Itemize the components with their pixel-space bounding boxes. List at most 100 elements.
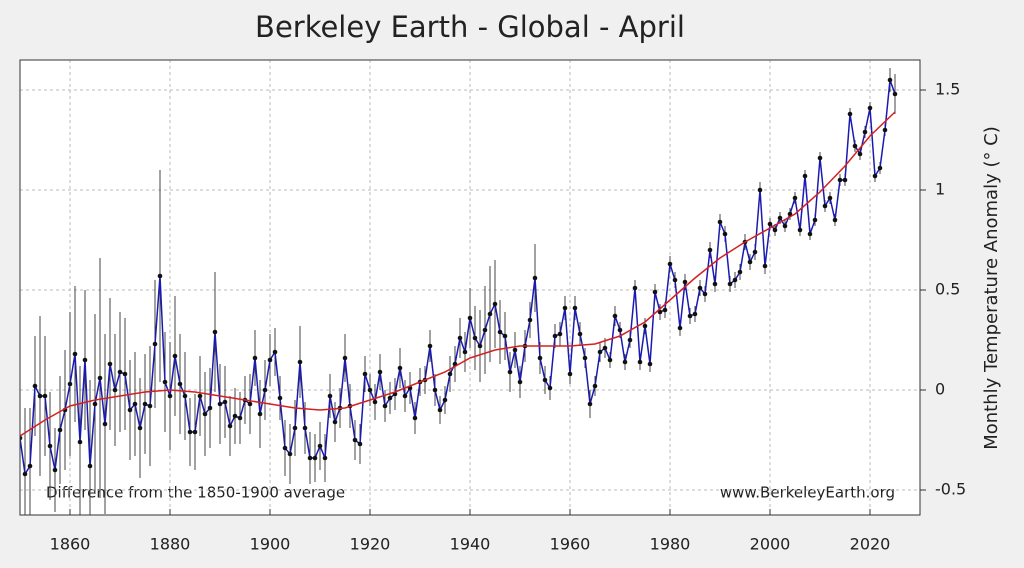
data-point — [147, 403, 153, 409]
data-point — [72, 351, 78, 357]
data-point — [652, 289, 658, 295]
data-point — [457, 335, 463, 341]
data-point — [367, 387, 373, 393]
data-point — [702, 291, 708, 297]
data-point — [342, 355, 348, 361]
data-point — [442, 397, 448, 403]
data-point — [47, 443, 53, 449]
data-point — [167, 393, 173, 399]
data-point — [632, 285, 638, 291]
data-point — [657, 309, 663, 315]
data-point — [352, 437, 358, 443]
data-point — [207, 405, 213, 411]
data-point — [697, 285, 703, 291]
data-point — [717, 219, 723, 225]
x-tick-label: 2020 — [850, 535, 891, 554]
data-point — [602, 345, 608, 351]
data-point — [357, 441, 363, 447]
data-point — [607, 357, 613, 363]
data-point — [37, 393, 43, 399]
data-point — [212, 329, 218, 335]
x-tick-label: 2000 — [750, 535, 791, 554]
data-point — [792, 195, 798, 201]
y-axis-label: Monthly Temperature Anomaly (° C) — [981, 126, 1002, 450]
plot — [20, 68, 898, 515]
annotation: Difference from the 1850-1900 average — [46, 484, 345, 502]
data-point — [82, 357, 88, 363]
data-point — [677, 325, 683, 331]
data-point — [837, 177, 843, 183]
data-point — [142, 401, 148, 407]
data-point — [712, 281, 718, 287]
y-tick-label: 0 — [935, 380, 945, 399]
data-point — [267, 357, 273, 363]
data-point — [412, 415, 418, 421]
data-point — [32, 383, 38, 389]
data-point — [577, 331, 583, 337]
data-point — [237, 415, 243, 421]
data-point — [377, 369, 383, 375]
data-point — [472, 335, 478, 341]
data-point — [682, 279, 688, 285]
data-point — [52, 467, 58, 473]
data-point — [597, 349, 603, 355]
data-point — [182, 393, 188, 399]
data-point — [162, 379, 168, 385]
data-point — [622, 359, 628, 365]
data-point — [842, 177, 848, 183]
data-point — [152, 341, 158, 347]
data-point — [312, 455, 318, 461]
data-point — [487, 311, 493, 317]
data-point — [847, 111, 853, 117]
data-point — [217, 401, 223, 407]
data-point — [102, 421, 108, 427]
data-point — [512, 347, 518, 353]
data-point — [782, 223, 788, 229]
data-point — [507, 369, 513, 375]
data-point — [817, 155, 823, 161]
data-point — [362, 371, 368, 377]
data-point — [42, 393, 48, 399]
data-point — [867, 105, 873, 111]
data-point — [232, 413, 238, 419]
data-point — [172, 353, 178, 359]
data-point — [112, 387, 118, 393]
data-point — [552, 333, 558, 339]
y-tick-label: -0.5 — [935, 480, 966, 499]
data-point — [767, 221, 773, 227]
data-point — [627, 337, 633, 343]
data-point — [887, 77, 893, 83]
data-point — [822, 203, 828, 209]
data-point — [57, 427, 63, 433]
x-tick-label: 1940 — [450, 535, 491, 554]
data-point — [812, 217, 818, 223]
data-point — [687, 313, 693, 319]
data-point — [202, 411, 208, 417]
data-point — [132, 401, 138, 407]
data-point — [252, 355, 258, 361]
data-point — [637, 359, 643, 365]
data-point — [502, 333, 508, 339]
data-point — [667, 261, 673, 267]
data-point — [222, 399, 228, 405]
data-point — [92, 401, 98, 407]
data-point — [67, 381, 73, 387]
data-point — [532, 275, 538, 281]
chart-title: Berkeley Earth - Global - April — [255, 10, 685, 44]
data-point — [307, 455, 313, 461]
data-point — [447, 371, 453, 377]
data-point — [862, 129, 868, 135]
data-point — [272, 349, 278, 355]
data-point — [797, 227, 803, 233]
data-point — [122, 371, 128, 377]
data-point — [832, 217, 838, 223]
data-point — [437, 407, 443, 413]
data-point — [852, 143, 858, 149]
data-point — [567, 371, 573, 377]
data-point — [722, 231, 728, 237]
annotation: www.BerkeleyEarth.org — [720, 484, 895, 502]
data-point — [292, 425, 298, 431]
data-point — [277, 395, 283, 401]
data-point — [322, 455, 328, 461]
